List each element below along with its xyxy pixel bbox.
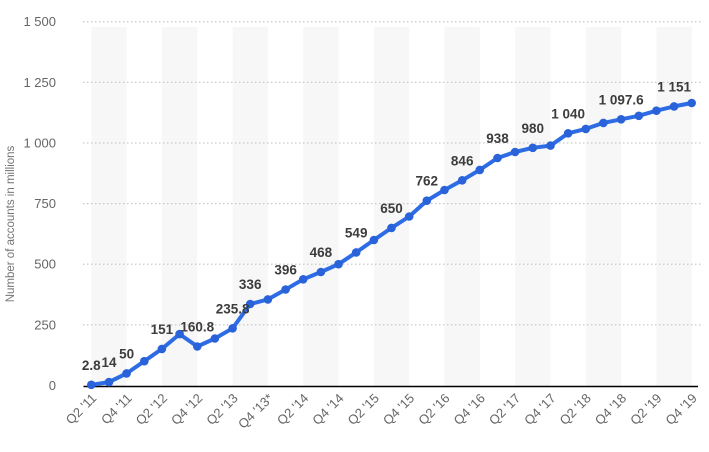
data-point[interactable] bbox=[228, 324, 237, 333]
data-point[interactable] bbox=[122, 369, 131, 378]
y-tick-label: 500 bbox=[34, 257, 56, 272]
x-tick-label: Q2 '11 bbox=[63, 391, 100, 428]
data-point-label: 468 bbox=[310, 245, 333, 260]
y-tick-label: 750 bbox=[34, 196, 56, 211]
background-band bbox=[656, 27, 692, 387]
data-point[interactable] bbox=[475, 165, 485, 175]
x-tick-label: Q4 '13* bbox=[235, 391, 276, 432]
x-tick-label: Q4 '11 bbox=[98, 391, 135, 428]
data-point[interactable] bbox=[687, 98, 696, 108]
data-point[interactable] bbox=[140, 356, 149, 366]
background-band bbox=[91, 27, 127, 387]
x-tick-label: Q4 '18 bbox=[592, 391, 629, 428]
data-point[interactable] bbox=[316, 267, 326, 277]
data-point[interactable] bbox=[404, 212, 414, 221]
data-point-label: 846 bbox=[451, 153, 474, 168]
data-point-label: 549 bbox=[345, 225, 368, 240]
data-point-label: 160.8 bbox=[180, 320, 214, 335]
data-point[interactable] bbox=[87, 380, 96, 390]
data-point[interactable] bbox=[351, 248, 361, 257]
data-point[interactable] bbox=[263, 295, 273, 304]
data-point-label: 762 bbox=[416, 174, 439, 189]
background-band bbox=[373, 27, 410, 387]
y-tick-label: 1 250 bbox=[23, 75, 56, 90]
x-tick-label: Q2 '17 bbox=[486, 391, 523, 428]
data-point[interactable] bbox=[634, 111, 644, 121]
data-point[interactable] bbox=[210, 334, 220, 343]
data-point[interactable] bbox=[440, 185, 449, 195]
x-tick-label: Q4 '14 bbox=[309, 391, 346, 428]
data-point-label: 980 bbox=[522, 121, 545, 136]
data-point[interactable] bbox=[652, 106, 661, 115]
data-point[interactable] bbox=[387, 223, 396, 233]
x-tick-label: Q4 '16 bbox=[451, 391, 488, 428]
data-point[interactable] bbox=[369, 235, 379, 245]
data-point-label: 336 bbox=[239, 277, 262, 292]
data-point-label: 1 040 bbox=[551, 106, 585, 121]
background-band bbox=[161, 27, 198, 387]
data-point[interactable] bbox=[157, 344, 167, 354]
data-point[interactable] bbox=[298, 275, 308, 284]
data-point[interactable] bbox=[281, 285, 290, 294]
data-point-label: 650 bbox=[380, 201, 403, 216]
y-axis-title: Number of accounts in millions bbox=[5, 145, 17, 302]
y-tick-label: 1 500 bbox=[23, 14, 56, 29]
data-point[interactable] bbox=[175, 329, 184, 339]
data-point[interactable] bbox=[546, 141, 555, 150]
y-tick-label: 0 bbox=[49, 378, 56, 393]
background-band bbox=[232, 27, 268, 387]
data-point[interactable] bbox=[563, 129, 573, 138]
data-point-label: 938 bbox=[486, 131, 509, 146]
data-point[interactable] bbox=[616, 115, 626, 124]
x-tick-label: Q4 '19 bbox=[662, 391, 699, 428]
x-tick-label: Q4 '17 bbox=[521, 391, 558, 428]
x-tick-label: Q2 '15 bbox=[345, 391, 382, 428]
data-point-label: 235.8 bbox=[216, 301, 250, 316]
data-point[interactable] bbox=[510, 147, 520, 157]
data-point[interactable] bbox=[193, 342, 202, 351]
x-tick-label: Q2 '18 bbox=[556, 391, 593, 428]
background-band bbox=[585, 27, 622, 387]
y-tick-label: 250 bbox=[34, 317, 56, 332]
data-point[interactable] bbox=[104, 377, 114, 387]
data-point[interactable] bbox=[457, 176, 467, 185]
background-band bbox=[515, 27, 551, 387]
x-tick-label: Q2 '19 bbox=[627, 391, 664, 428]
data-point[interactable] bbox=[245, 299, 255, 309]
data-point-label: 396 bbox=[274, 263, 297, 278]
data-point[interactable] bbox=[599, 118, 608, 128]
y-tick-label: 1 000 bbox=[23, 135, 56, 150]
data-point[interactable] bbox=[422, 196, 432, 205]
data-point[interactable] bbox=[528, 143, 538, 153]
data-point-label: 1 097.6 bbox=[599, 92, 645, 107]
background-band bbox=[444, 27, 480, 387]
data-point[interactable] bbox=[493, 153, 502, 163]
data-point[interactable] bbox=[334, 259, 343, 269]
data-point-label: 1 151 bbox=[657, 79, 691, 94]
x-tick-label: Q2 '16 bbox=[415, 391, 452, 428]
data-point-label: 50 bbox=[119, 346, 134, 361]
data-point[interactable] bbox=[581, 124, 591, 134]
data-point-label: 2.8 bbox=[82, 358, 101, 373]
data-point-label: 14 bbox=[101, 355, 117, 370]
background-band bbox=[303, 27, 339, 387]
data-point-label: 151 bbox=[151, 322, 174, 337]
x-tick-label: Q2 '14 bbox=[274, 391, 311, 428]
x-tick-label: Q2 '12 bbox=[133, 391, 170, 428]
data-point[interactable] bbox=[669, 102, 679, 111]
x-tick-label: Q4 '12 bbox=[168, 391, 205, 428]
x-tick-label: Q4 '15 bbox=[380, 391, 417, 428]
